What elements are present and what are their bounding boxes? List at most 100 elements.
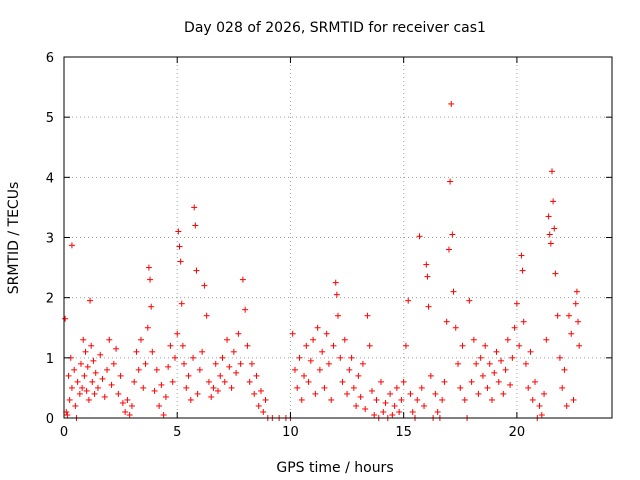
data-point bbox=[563, 402, 570, 409]
data-point bbox=[516, 342, 523, 349]
data-point bbox=[330, 342, 337, 349]
data-point bbox=[389, 411, 396, 418]
data-point bbox=[573, 288, 580, 295]
data-point bbox=[66, 396, 73, 403]
data-point bbox=[74, 378, 81, 385]
data-point bbox=[307, 357, 314, 364]
data-point bbox=[550, 198, 557, 205]
data-point bbox=[450, 288, 457, 295]
data-point bbox=[339, 378, 346, 385]
data-point bbox=[402, 342, 409, 349]
data-point bbox=[328, 396, 335, 403]
data-point bbox=[312, 390, 319, 397]
data-point bbox=[504, 336, 511, 343]
y-tick-label: 5 bbox=[46, 111, 54, 126]
data-point bbox=[131, 378, 138, 385]
data-point bbox=[323, 330, 330, 337]
data-point bbox=[572, 300, 579, 307]
data-point bbox=[470, 336, 477, 343]
data-point bbox=[561, 366, 568, 373]
data-point bbox=[140, 384, 147, 391]
data-point bbox=[441, 378, 448, 385]
data-point bbox=[82, 348, 89, 355]
data-point bbox=[230, 348, 237, 355]
data-point bbox=[196, 366, 203, 373]
data-point bbox=[160, 411, 167, 418]
data-point bbox=[76, 390, 83, 397]
data-point bbox=[190, 354, 197, 361]
data-point bbox=[217, 372, 224, 379]
data-point bbox=[357, 393, 364, 400]
data-point bbox=[548, 168, 555, 175]
y-tick-label: 0 bbox=[46, 412, 54, 427]
data-point bbox=[179, 342, 186, 349]
data-point bbox=[565, 312, 572, 319]
data-point bbox=[169, 378, 176, 385]
data-point bbox=[64, 411, 71, 418]
data-point bbox=[87, 297, 94, 304]
y-axis-label: SRMTID / TECUs bbox=[6, 182, 22, 295]
data-point bbox=[144, 324, 151, 331]
data-point bbox=[362, 405, 369, 412]
data-point bbox=[552, 270, 559, 277]
data-point bbox=[162, 393, 169, 400]
data-point bbox=[303, 342, 310, 349]
data-point bbox=[344, 390, 351, 397]
data-point bbox=[518, 252, 525, 259]
data-point bbox=[233, 369, 240, 376]
data-point bbox=[187, 396, 194, 403]
data-point bbox=[101, 393, 108, 400]
data-point bbox=[541, 390, 548, 397]
data-point bbox=[477, 354, 484, 361]
data-point bbox=[556, 354, 563, 361]
data-point bbox=[305, 378, 312, 385]
data-point bbox=[291, 366, 298, 373]
data-point bbox=[174, 330, 181, 337]
data-point bbox=[364, 312, 371, 319]
data-point bbox=[176, 243, 183, 250]
data-point bbox=[568, 330, 575, 337]
data-point bbox=[85, 396, 92, 403]
x-tick-label: 10 bbox=[282, 425, 299, 440]
data-point bbox=[235, 330, 242, 337]
data-point bbox=[461, 396, 468, 403]
data-point bbox=[88, 342, 95, 349]
data-point bbox=[80, 336, 87, 343]
x-tick-label: 0 bbox=[60, 425, 68, 440]
data-point bbox=[208, 393, 215, 400]
data-point bbox=[482, 342, 489, 349]
data-point bbox=[434, 408, 441, 415]
data-point bbox=[416, 233, 423, 240]
data-point bbox=[337, 354, 344, 361]
data-point bbox=[165, 363, 172, 370]
data-point bbox=[97, 351, 104, 358]
data-point bbox=[156, 402, 163, 409]
data-point bbox=[335, 312, 341, 319]
data-point bbox=[91, 390, 98, 397]
data-point bbox=[199, 348, 206, 355]
data-point bbox=[310, 336, 317, 343]
data-point bbox=[373, 396, 380, 403]
data-point bbox=[242, 306, 249, 313]
data-point bbox=[359, 360, 366, 367]
data-point bbox=[424, 273, 431, 280]
data-point bbox=[298, 396, 305, 403]
data-point bbox=[509, 354, 516, 361]
data-point bbox=[529, 396, 536, 403]
data-point bbox=[447, 178, 454, 185]
y-tick-label: 1 bbox=[46, 352, 54, 367]
data-point bbox=[258, 387, 265, 394]
data-point bbox=[551, 225, 558, 232]
data-point bbox=[418, 384, 425, 391]
data-point bbox=[355, 372, 362, 379]
data-point bbox=[175, 228, 182, 235]
data-point bbox=[194, 390, 201, 397]
data-point bbox=[193, 267, 200, 274]
data-point bbox=[119, 399, 126, 406]
data-point bbox=[262, 396, 269, 403]
data-point bbox=[148, 303, 155, 310]
data-point bbox=[192, 222, 199, 229]
grid bbox=[64, 57, 612, 418]
data-point bbox=[484, 384, 491, 391]
data-point bbox=[439, 396, 446, 403]
